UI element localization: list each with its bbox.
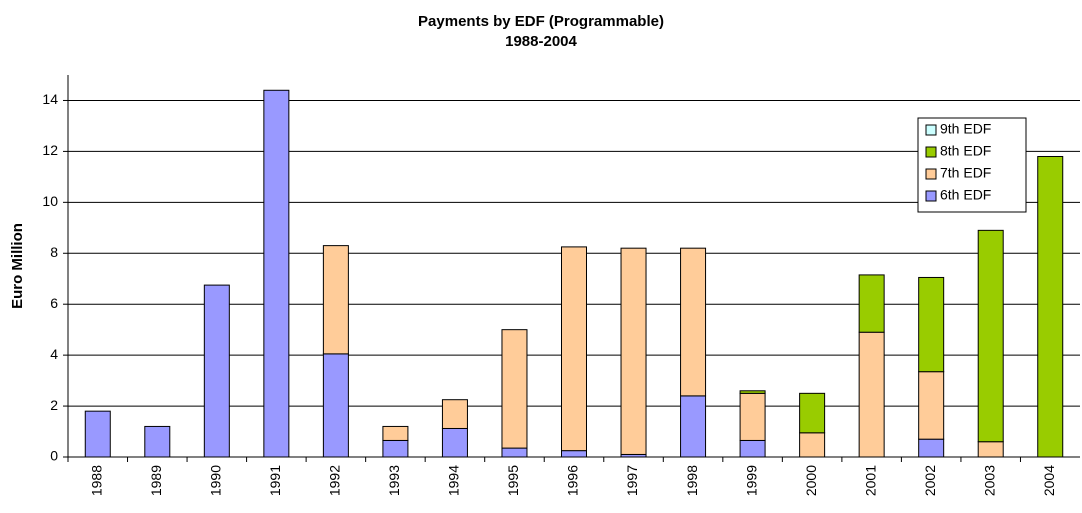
bar-segment xyxy=(977,441,1004,458)
x-tick-label: 2001 xyxy=(862,465,878,496)
x-tick-label: 1989 xyxy=(148,465,164,496)
bar-segment xyxy=(263,89,290,458)
legend-label: 6th EDF xyxy=(940,187,991,203)
x-tick-label: 2003 xyxy=(981,465,997,496)
legend-label: 8th EDF xyxy=(940,143,991,159)
legend-swatch xyxy=(925,168,937,180)
x-tick-label: 1990 xyxy=(208,465,224,496)
x-tick-label: 2004 xyxy=(1041,465,1057,496)
x-tick-label: 1994 xyxy=(446,465,462,496)
x-tick-label: 1988 xyxy=(88,465,104,496)
bar-segment xyxy=(441,427,468,458)
x-tick-label: 1996 xyxy=(565,465,581,496)
chart-subtitle: 1988-2004 xyxy=(505,33,577,50)
bar-segment xyxy=(501,329,528,449)
x-tick-label: 1992 xyxy=(327,465,343,496)
bar-segment xyxy=(858,274,885,333)
bar-segment xyxy=(620,247,647,455)
bar-segment xyxy=(799,392,826,434)
bar-segment xyxy=(739,390,766,394)
bar-segment xyxy=(144,425,171,458)
bar-segment xyxy=(680,395,707,458)
x-tick-label: 1998 xyxy=(684,465,700,496)
y-tick-label: 10 xyxy=(42,193,58,209)
y-tick-label: 14 xyxy=(42,91,58,107)
y-tick-label: 0 xyxy=(50,448,58,464)
bar-segment xyxy=(739,392,766,441)
x-tick-label: 1999 xyxy=(743,465,759,496)
legend-label: 7th EDF xyxy=(940,165,991,181)
bar-segment xyxy=(918,438,945,458)
y-tick-label: 4 xyxy=(50,346,58,362)
y-tick-label: 8 xyxy=(50,244,58,260)
bar-segment xyxy=(1037,155,1064,458)
bar-segment xyxy=(441,399,468,429)
chart-title: Payments by EDF (Programmable) xyxy=(418,13,664,30)
bar-segment xyxy=(560,246,588,452)
bar-segment xyxy=(918,371,945,440)
x-tick-label: 2000 xyxy=(803,465,819,496)
y-tick-label: 2 xyxy=(50,397,58,413)
x-tick-label: 1991 xyxy=(267,465,283,496)
legend-swatch xyxy=(925,124,937,136)
bar-segment xyxy=(739,439,766,458)
bar-segment xyxy=(322,353,349,458)
y-tick-label: 6 xyxy=(50,295,58,311)
legend-label: 9th EDF xyxy=(940,121,991,137)
bar-segment xyxy=(84,410,111,458)
bar-segment xyxy=(680,247,707,397)
bar-segment xyxy=(799,432,826,458)
x-tick-label: 1995 xyxy=(505,465,521,496)
bar-segment xyxy=(560,450,588,458)
bar-segment xyxy=(382,425,409,441)
bar-segment xyxy=(858,331,885,458)
y-axis-label: Euro Million xyxy=(9,223,26,309)
bar-segment xyxy=(203,284,230,458)
x-tick-label: 1997 xyxy=(624,465,640,496)
bar-segment xyxy=(382,439,409,458)
legend-swatch xyxy=(925,190,937,202)
y-tick-label: 12 xyxy=(42,142,58,158)
x-tick-label: 2002 xyxy=(922,465,938,496)
legend-swatch xyxy=(925,146,937,158)
bar-segment xyxy=(977,229,1004,443)
x-tick-label: 1993 xyxy=(386,465,402,496)
bar-segment xyxy=(322,245,349,355)
bar-segment xyxy=(918,276,945,373)
bar-segment xyxy=(501,447,528,458)
